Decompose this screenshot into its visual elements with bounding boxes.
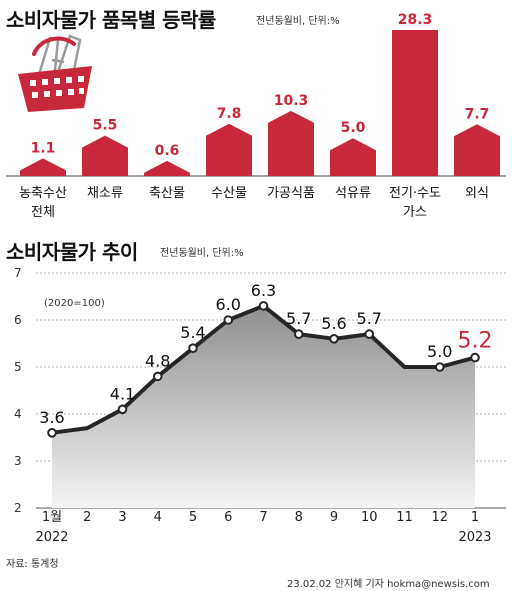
data-point [434,362,445,372]
bar-category-label: 전체 [31,205,55,220]
data-point [364,329,375,339]
bar-value-label: 7.7 [465,106,490,122]
bar [82,135,128,176]
bar-value-label: 1.1 [31,140,56,156]
data-point-label: 5.2 [458,329,493,354]
x-tick-label: 10 [361,510,378,525]
data-point [47,428,57,438]
chart1-unit-note: 전년동월비, 단위:% [256,16,340,27]
x-tick-label: 12 [431,510,448,525]
bar-category-label: 전기·수도 [389,186,441,201]
data-point [329,334,339,344]
year-start-label: 2022 [35,530,68,545]
y-tick-label: 5 [14,360,22,374]
data-point-label: 5.4 [180,323,205,342]
y-tick-label: 6 [14,313,22,327]
y-tick-label: 7 [14,266,22,280]
year-end-label: 2023 [458,530,491,545]
chart1-title: 소비자물가 품목별 등락률 [6,8,216,32]
bar-category-label: 가공식품 [267,186,315,201]
bar [268,110,314,176]
bar [206,123,252,176]
data-point-label: 5.6 [321,314,346,333]
bar-value-label: 28.3 [398,12,433,28]
data-point [117,404,128,415]
x-tick-label: 9 [330,510,338,525]
x-tick-label: 2 [83,510,91,525]
data-point [293,329,304,339]
y-tick-label: 2 [14,501,22,515]
data-point [152,371,163,382]
bar-value-label: 7.8 [217,106,242,122]
bar [454,124,500,176]
data-point-label: 5.7 [286,309,311,328]
x-tick-label: 11 [396,510,413,525]
bar-value-label: 5.5 [93,118,118,134]
data-point [258,301,269,311]
data-point-label: 3.6 [39,408,64,427]
x-tick-label: 1 [471,510,479,525]
x-tick-label: 4 [154,510,162,525]
bar-category-label: 농축수산 [19,186,67,201]
data-point [188,343,198,354]
bar-value-label: 5.0 [341,120,366,136]
data-point [470,352,480,363]
bar-category-label: 축산물 [149,186,185,201]
bar [392,30,438,176]
bar [144,160,190,176]
shopping-basket-icon [18,34,92,112]
bar [20,158,66,176]
data-point [223,315,234,325]
chart2-title: 소비자물가 추이 [6,240,138,264]
chart2-unit-note: 전년동월비, 단위:% [160,248,244,259]
data-point-label: 6.3 [251,281,276,300]
bar-category-label: 외식 [465,186,489,201]
x-tick-label: 7 [259,510,267,525]
data-point-label: 4.1 [110,384,135,403]
data-point-label: 5.7 [357,309,382,328]
data-point-label: 5.0 [427,342,452,361]
bar [330,138,376,176]
x-tick-label: 1월 [42,510,62,525]
x-tick-label: 8 [295,510,303,525]
bar-category-label: 채소류 [87,186,123,201]
bar-category-label: 석유류 [335,186,371,201]
source-note: 자료: 통계청 [6,559,59,570]
y-tick-label: 4 [14,407,22,421]
x-tick-label: 5 [189,510,197,525]
base-year-note: (2020=100) [44,298,105,309]
data-point-label: 4.8 [145,351,170,370]
y-tick-label: 3 [14,454,22,468]
line-area-fill [52,305,475,508]
bar-value-label: 10.3 [274,93,309,109]
x-tick-label: 3 [118,510,126,525]
bar-category-label: 가스 [403,205,427,220]
bar-category-label: 수산물 [211,186,247,201]
x-tick-label: 6 [224,510,232,525]
credit-line: 23.02.02 안지혜 기자 hokma@newsis.com [287,579,490,590]
bar-value-label: 0.6 [155,143,180,159]
data-point-label: 6.0 [216,295,241,314]
